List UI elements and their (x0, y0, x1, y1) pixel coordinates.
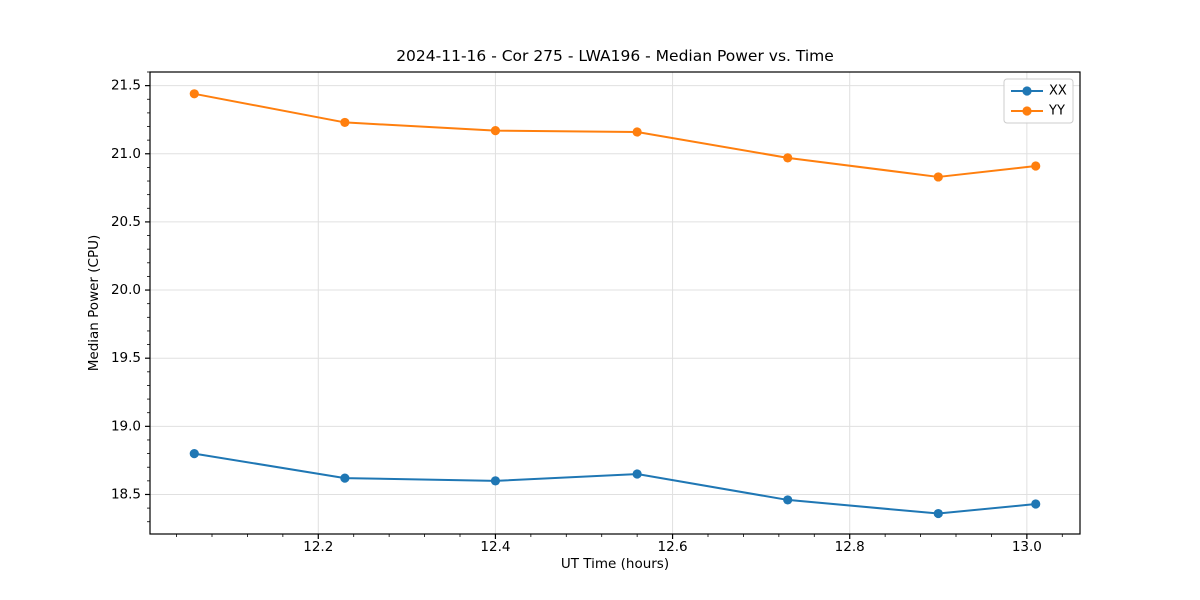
y-tick-label: 19.0 (111, 418, 141, 434)
data-point-XX (340, 473, 350, 483)
data-point-XX (490, 476, 501, 486)
x-tick-label: 12.4 (480, 539, 510, 555)
legend-label: XX (1049, 84, 1067, 99)
data-point-YY (340, 117, 350, 128)
y-tick-label: 20.5 (111, 214, 141, 230)
series-line-YY (193, 92, 1037, 178)
legend-swatch-marker (1022, 106, 1032, 116)
series-line-XX (193, 452, 1037, 515)
plot-frame (149, 71, 1081, 535)
x-tick-label: 12.2 (303, 539, 333, 555)
y-tick-label: 18.5 (111, 486, 141, 502)
x-tick-label: 12.8 (835, 539, 865, 555)
data-point-XX (933, 508, 943, 519)
data-point-YY (1031, 161, 1041, 171)
data-point-XX (783, 495, 793, 505)
data-point-YY (189, 89, 199, 99)
y-tick-label: 19.5 (111, 350, 141, 366)
data-point-XX (1031, 499, 1041, 509)
x-axis-label: UT Time (hours) (560, 556, 670, 572)
data-point-YY (933, 172, 943, 182)
legend-label: YY (1048, 104, 1065, 119)
legend-swatch-marker (1022, 86, 1032, 96)
chart-title: 2024-11-16 - Cor 275 - LWA196 - Median P… (396, 47, 834, 65)
data-point-XX (632, 469, 642, 479)
y-tick-label: 21.0 (111, 146, 141, 162)
data-point-YY (490, 126, 501, 136)
data-point-YY (632, 127, 642, 137)
data-point-YY (783, 153, 793, 163)
data-point-XX (189, 448, 199, 459)
x-tick-label: 13.0 (1012, 539, 1042, 555)
y-tick-label: 20.0 (111, 282, 141, 298)
x-tick-label: 12.6 (658, 539, 688, 555)
y-tick-label: 21.5 (111, 78, 141, 94)
